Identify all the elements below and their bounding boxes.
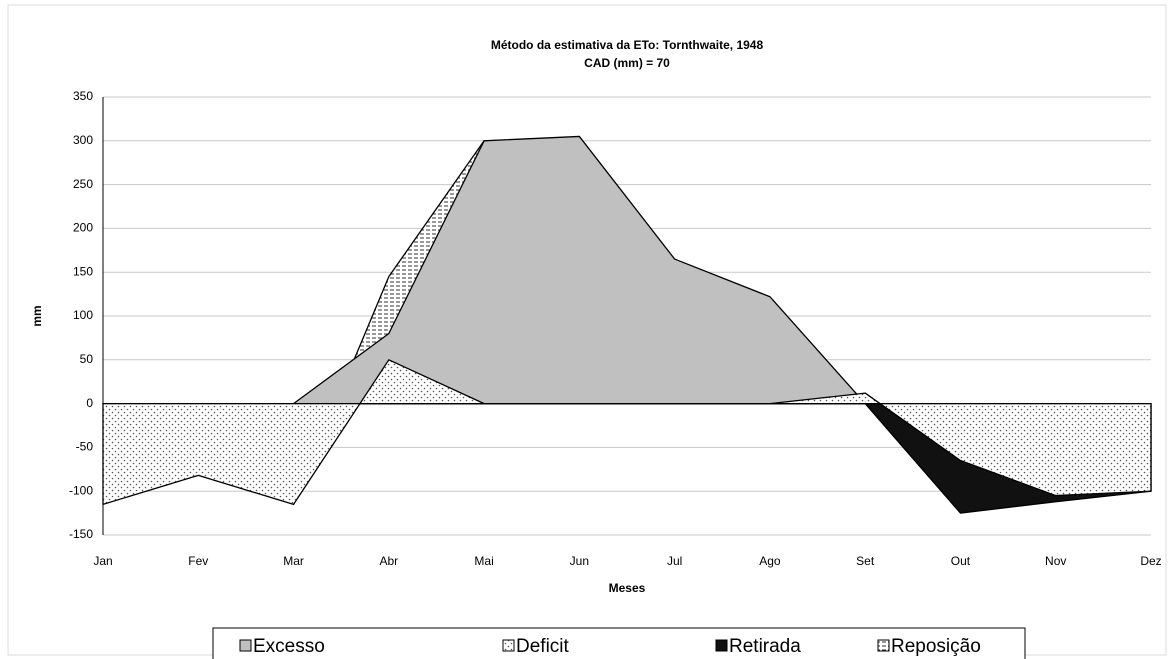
y-tick-label: 350 bbox=[73, 89, 93, 103]
legend-label: Excesso bbox=[253, 636, 325, 657]
x-tick-label: Jun bbox=[570, 554, 589, 568]
x-tick-label: Jul bbox=[667, 554, 682, 568]
y-tick-label: -100 bbox=[69, 483, 93, 497]
legend-swatch bbox=[877, 639, 890, 652]
legend-label: Retirada bbox=[729, 636, 801, 657]
y-tick-label: 300 bbox=[73, 133, 93, 147]
y-tick-label: 150 bbox=[73, 264, 93, 278]
x-tick-label: Abr bbox=[379, 554, 398, 568]
x-tick-label: Jan bbox=[93, 554, 112, 568]
y-axis-label: mm bbox=[30, 305, 44, 326]
legend-swatch bbox=[502, 639, 515, 652]
y-tick-label: -50 bbox=[76, 440, 94, 454]
x-tick-label: Mai bbox=[474, 554, 493, 568]
x-tick-label: Dez bbox=[1140, 554, 1161, 568]
x-tick-label: Ago bbox=[759, 554, 781, 568]
chart-title: Método da estimativa da ETo: Tornthwaite… bbox=[491, 38, 764, 52]
legend-swatch bbox=[715, 639, 728, 652]
x-axis-label: Meses bbox=[609, 581, 646, 595]
y-tick-label: 50 bbox=[80, 352, 94, 366]
x-tick-label: Fev bbox=[188, 554, 208, 568]
legend-label: Reposição bbox=[891, 636, 981, 657]
y-tick-label: 0 bbox=[86, 396, 93, 410]
legend-label: Deficit bbox=[516, 636, 570, 657]
x-tick-label: Mar bbox=[283, 554, 304, 568]
x-tick-label: Nov bbox=[1045, 554, 1066, 568]
legend-swatch bbox=[239, 639, 252, 652]
y-tick-label: 200 bbox=[73, 221, 93, 235]
legend bbox=[212, 627, 1026, 659]
chart-subtitle: CAD (mm) = 70 bbox=[584, 56, 670, 70]
y-tick-label: -150 bbox=[69, 527, 93, 541]
x-tick-label: Out bbox=[951, 554, 971, 568]
x-tick-label: Set bbox=[856, 554, 875, 568]
y-tick-label: 100 bbox=[73, 308, 93, 322]
y-tick-label: 250 bbox=[73, 177, 93, 191]
